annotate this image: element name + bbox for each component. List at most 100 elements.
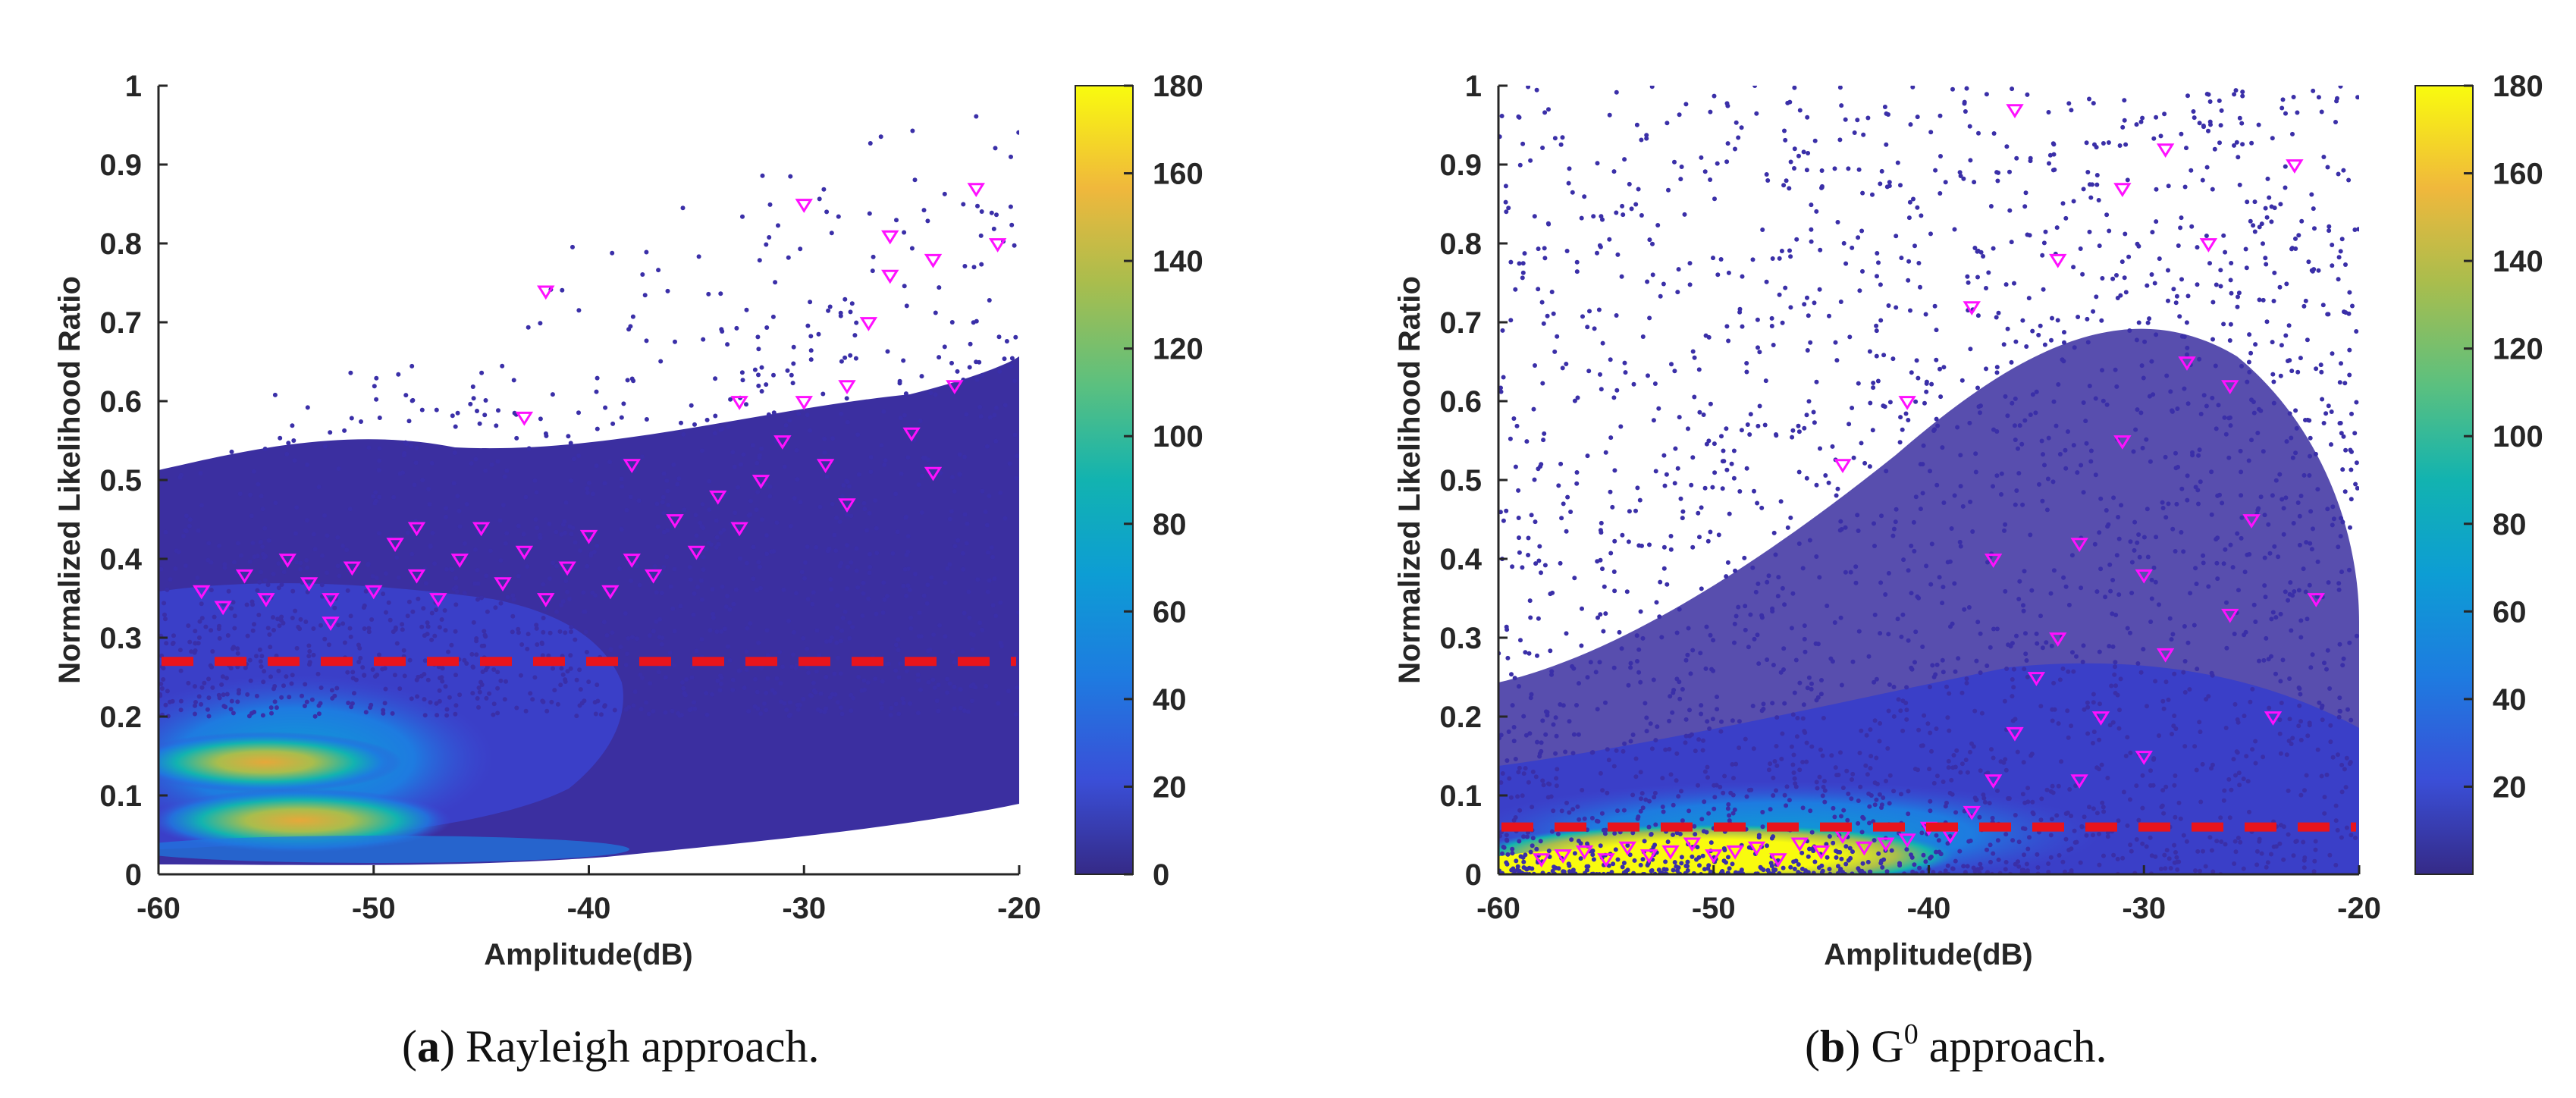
scatter-point: [1658, 293, 1663, 299]
scatter-point: [2197, 720, 2202, 725]
panel-a-rayleigh: 00.10.20.30.40.50.60.70.80.91 -60 -50 -40-…: [53, 70, 1203, 1071]
scatter-point: [1884, 111, 1889, 116]
scatter-point: [842, 355, 848, 360]
scatter-point: [1872, 679, 1877, 685]
scatter-point: [2113, 664, 2117, 670]
x-axis-label: Amplitude(dB): [484, 938, 693, 971]
scatter-point: [603, 405, 608, 410]
scatter-point: [2319, 369, 2324, 375]
scatter-point: [281, 620, 286, 626]
scatter-point: [262, 555, 267, 560]
y-tick-label: 0.5: [99, 464, 142, 497]
scatter-point: [1649, 86, 1655, 89]
scatter-point: [482, 629, 487, 634]
scatter-point: [1995, 838, 2000, 843]
scatter-point: [788, 523, 793, 529]
scatter-point: [1510, 851, 1515, 856]
scatter-point: [2347, 290, 2352, 295]
scatter-point: [2311, 88, 2316, 93]
scatter-point: [1806, 151, 1811, 155]
scatter-point: [764, 551, 770, 557]
scatter-point: [984, 522, 990, 528]
scatter-point: [1680, 818, 1685, 824]
scatter-point: [2310, 652, 2315, 657]
target-marker: [2113, 435, 2132, 450]
scatter-point: [1528, 849, 1533, 855]
scatter-point: [712, 431, 717, 436]
scatter-point: [1002, 403, 1008, 408]
target-marker: [2027, 672, 2046, 686]
scatter-point: [2080, 660, 2085, 664]
scatter-point: [1981, 254, 1986, 259]
scatter-point: [346, 701, 351, 705]
scatter-point: [672, 663, 676, 668]
scatter-point: [2066, 602, 2072, 607]
scatter-point: [256, 613, 262, 617]
scatter-point: [827, 695, 833, 700]
scatter-point: [694, 533, 699, 538]
scatter-point: [491, 712, 496, 717]
scatter-point: [1919, 213, 1924, 218]
scatter-point: [2094, 182, 2100, 187]
scatter-point: [790, 381, 795, 386]
scatter-point: [968, 341, 973, 347]
scatter-point: [829, 587, 833, 591]
scatter-point: [1777, 256, 1782, 261]
scatter-point: [619, 415, 624, 420]
scatter-point: [1999, 492, 2003, 497]
scatter-point: [377, 416, 382, 420]
scatter-point: [2162, 111, 2167, 117]
scatter-point: [1958, 453, 1963, 458]
scatter-point: [1814, 379, 1819, 384]
scatter-point: [495, 711, 500, 716]
scatter-point: [677, 713, 682, 718]
scatter-point: [245, 633, 250, 638]
scatter-point: [1774, 744, 1779, 748]
scatter-point: [932, 685, 937, 690]
scatter-point: [2345, 707, 2350, 712]
scatter-point: [1585, 867, 1589, 873]
scatter-point: [1929, 381, 1934, 387]
scatter-point: [975, 577, 981, 582]
scatter-point: [2100, 800, 2105, 805]
scatter-point: [2342, 381, 2348, 386]
scatter-point: [2302, 855, 2308, 860]
scatter-point: [2328, 723, 2333, 728]
scatter-point: [2081, 490, 2086, 495]
scatter-point: [2022, 852, 2026, 858]
scatter-point: [1661, 544, 1667, 550]
scatter-point: [1788, 254, 1793, 259]
scatter-point: [1674, 778, 1679, 783]
scatter-point: [443, 684, 448, 689]
scatter-point: [363, 588, 369, 594]
scatter-point: [521, 532, 526, 537]
scatter-point: [307, 660, 312, 665]
scatter-point: [688, 577, 693, 582]
scatter-point: [340, 544, 345, 548]
scatter-point: [937, 285, 942, 290]
scatter-point: [1620, 203, 1625, 209]
scatter-point: [1760, 227, 1765, 232]
scatter-point: [590, 590, 595, 595]
scatter-point: [577, 667, 582, 673]
scatter-point: [1850, 406, 1855, 410]
scatter-point: [1967, 420, 1972, 425]
scatter-point: [571, 456, 576, 462]
scatter-point: [1991, 246, 1996, 251]
scatter-point: [1978, 410, 1982, 416]
scatter-point: [828, 576, 833, 582]
scatter-point: [841, 483, 846, 488]
scatter-point: [821, 187, 827, 192]
scatter-point: [1523, 766, 1528, 771]
scatter-point: [366, 561, 371, 566]
scatter-point: [2289, 742, 2294, 746]
scatter-point: [1862, 460, 1868, 466]
scatter-point: [2166, 298, 2170, 303]
scatter-point: [1771, 343, 1776, 347]
scatter-point: [220, 674, 225, 679]
scatter-point: [1530, 769, 1536, 774]
scatter-point: [2022, 827, 2028, 831]
scatter-point: [2153, 679, 2158, 684]
scatter-point: [1600, 788, 1605, 793]
scatter-point: [1807, 538, 1812, 543]
